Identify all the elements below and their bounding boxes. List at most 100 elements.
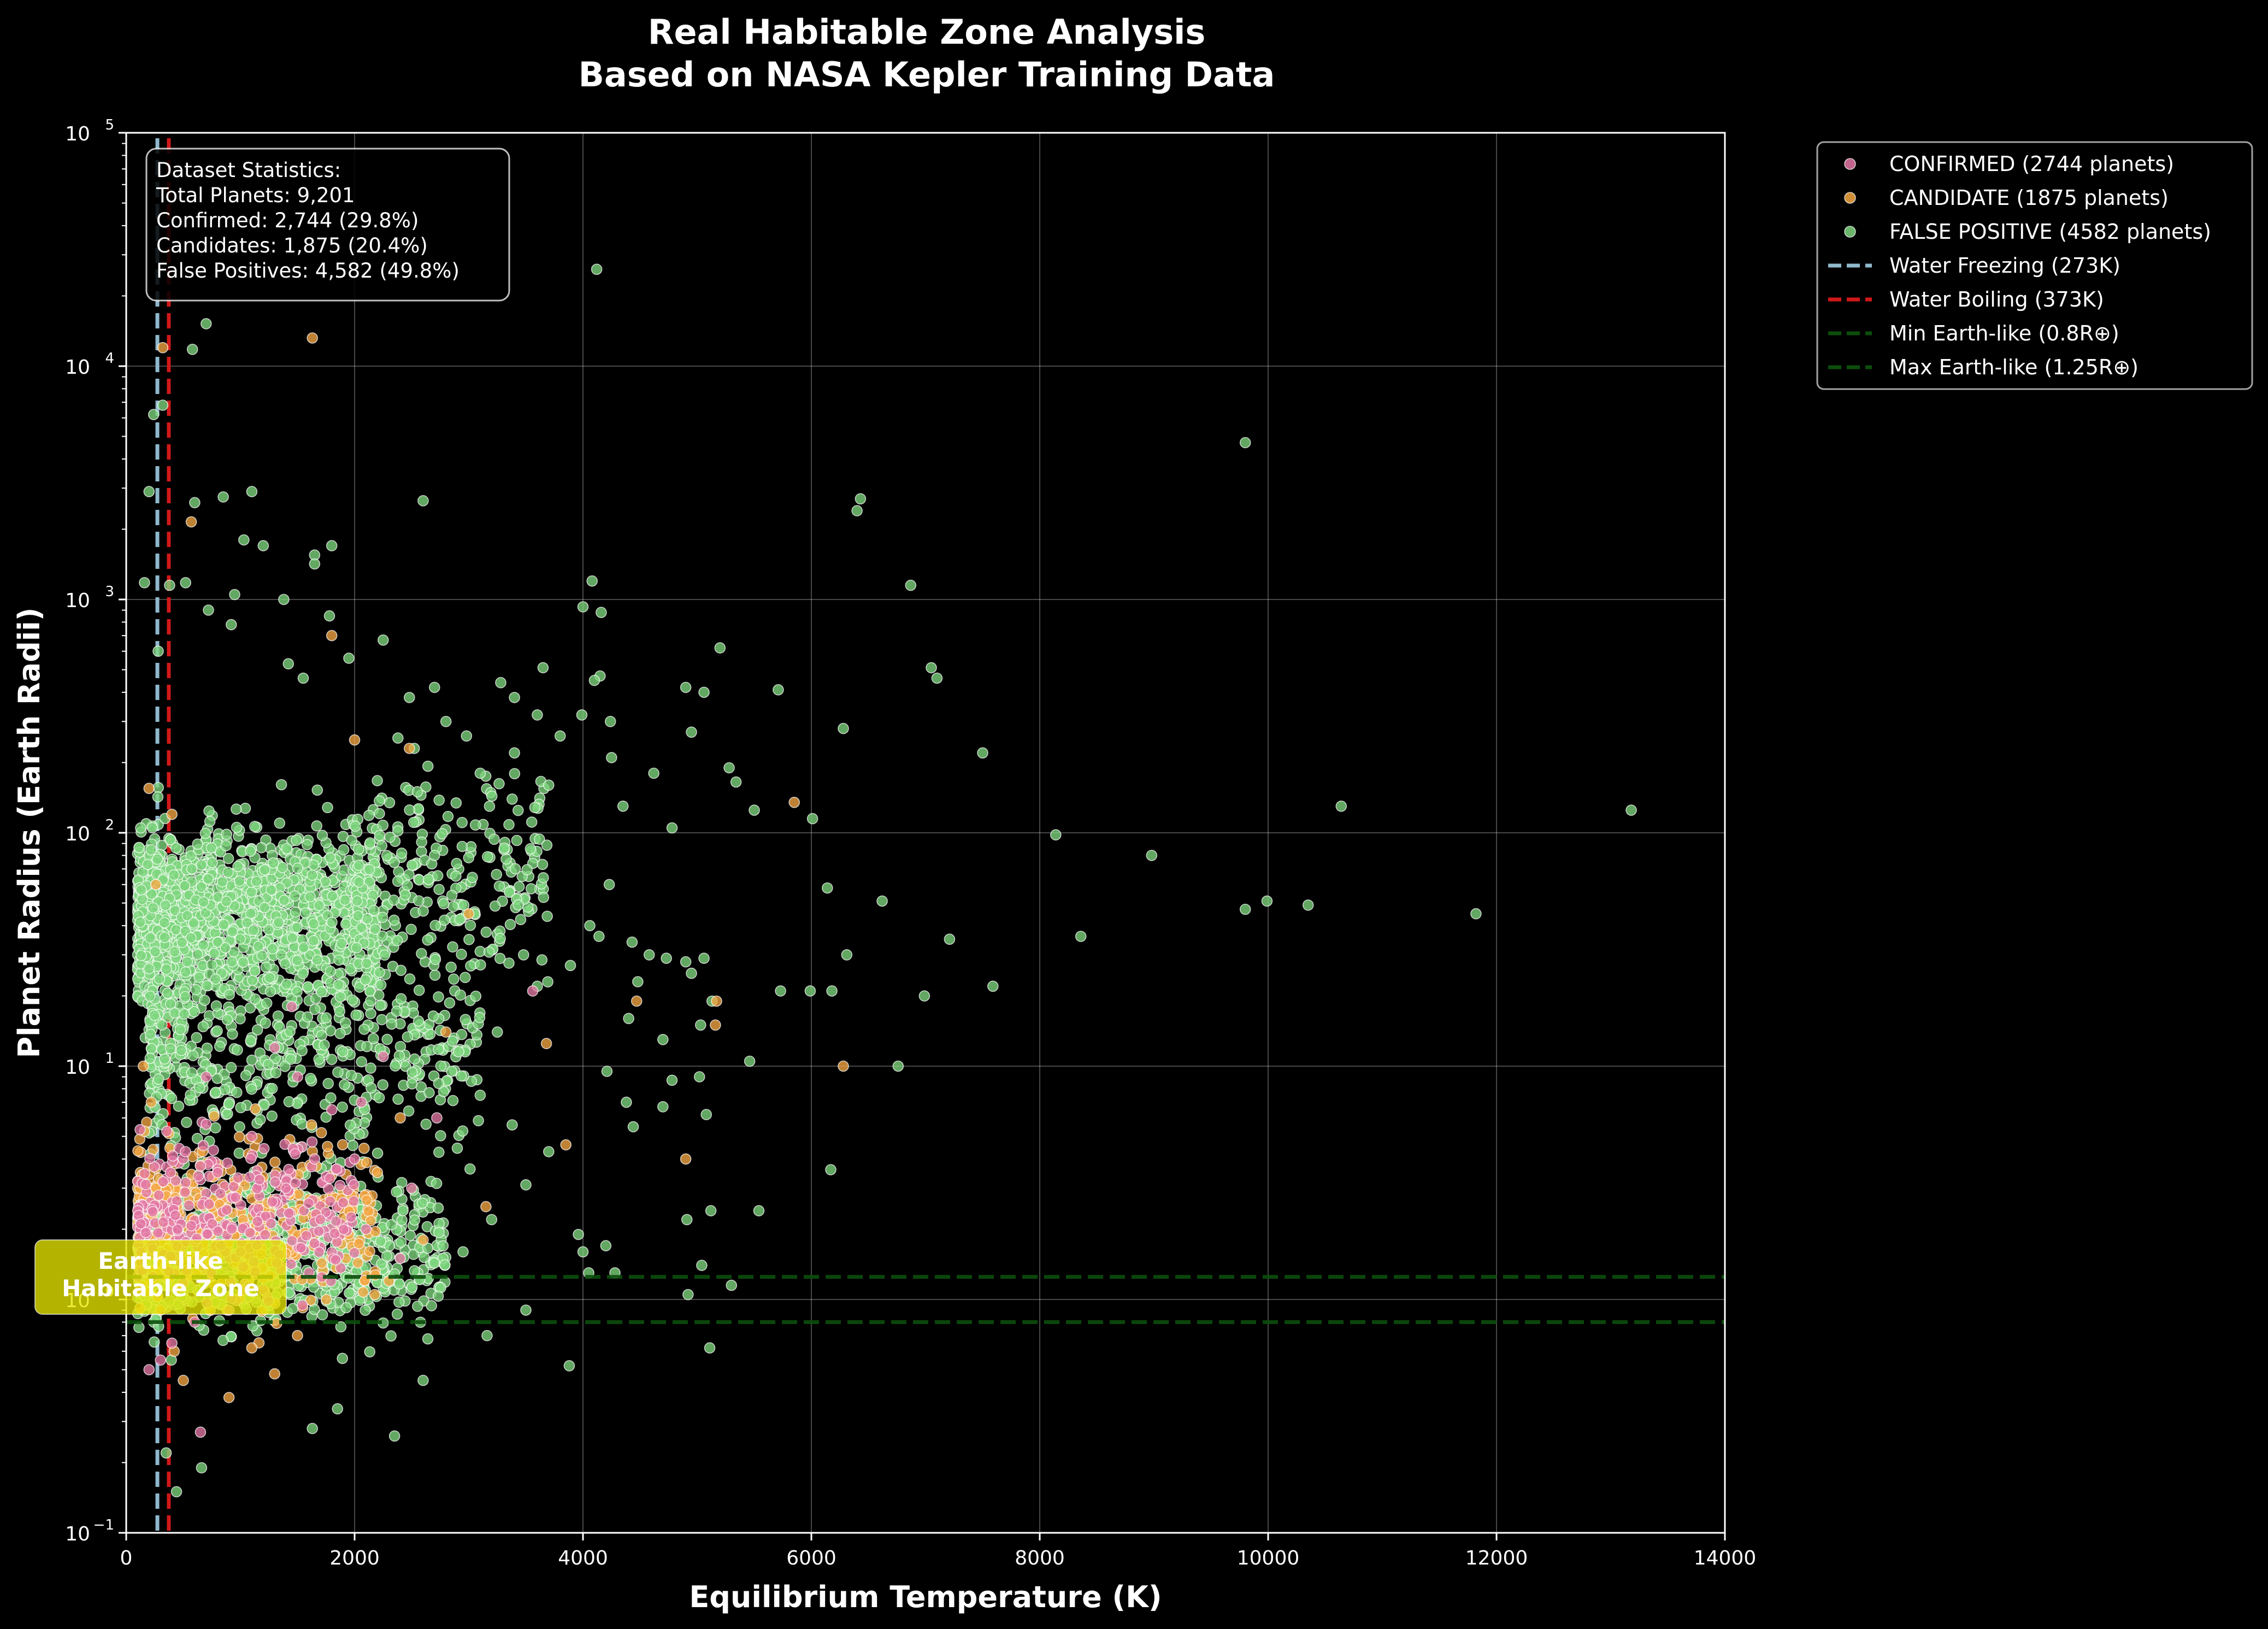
false-positive-point bbox=[538, 891, 550, 903]
confirmed-point bbox=[330, 1254, 341, 1266]
false-positive-point bbox=[338, 844, 350, 856]
false-positive-point bbox=[246, 1083, 258, 1095]
false-positive-point bbox=[512, 804, 524, 816]
false-positive-point bbox=[529, 802, 541, 813]
false-positive-point bbox=[259, 864, 270, 876]
habitable-zone-annotation: Earth-like Habitable Zone bbox=[34, 1239, 287, 1315]
false-positive-point bbox=[316, 1030, 328, 1042]
false-positive-point bbox=[202, 873, 214, 885]
false-positive-point bbox=[433, 1146, 445, 1158]
false-positive-point bbox=[474, 1090, 486, 1101]
false-positive-point bbox=[432, 1290, 444, 1302]
confirmed-point bbox=[394, 1252, 406, 1265]
false-positive-point bbox=[405, 924, 417, 935]
false-positive-point bbox=[433, 884, 445, 895]
false-positive-point bbox=[186, 343, 198, 355]
false-positive-point bbox=[657, 1101, 669, 1113]
false-positive-point bbox=[451, 1142, 463, 1154]
confirmed-point bbox=[309, 1153, 321, 1165]
false-positive-point bbox=[455, 989, 467, 1001]
candidate-point bbox=[166, 808, 178, 820]
false-positive-point bbox=[444, 997, 456, 1009]
false-positive-point bbox=[445, 961, 457, 973]
false-positive-point bbox=[279, 958, 291, 969]
false-positive-point bbox=[429, 920, 441, 931]
false-positive-point bbox=[197, 939, 209, 951]
false-positive-point bbox=[245, 908, 257, 919]
false-positive-point bbox=[135, 884, 147, 896]
false-positive-point bbox=[170, 924, 182, 936]
false-positive-point bbox=[327, 890, 338, 902]
false-positive-point bbox=[435, 1130, 446, 1142]
false-positive-point bbox=[463, 852, 475, 863]
false-positive-point bbox=[465, 960, 476, 972]
false-positive-point bbox=[460, 1014, 472, 1025]
false-positive-point bbox=[193, 1082, 205, 1093]
y-tick-exponent-6: 5 bbox=[105, 117, 114, 133]
y-tick-label-4: 10 bbox=[65, 590, 90, 612]
false-positive-point bbox=[577, 1246, 589, 1258]
candidate-point bbox=[250, 1103, 261, 1115]
confirmed-point bbox=[221, 1157, 233, 1169]
y-tick-label-2: 10 bbox=[65, 1056, 90, 1079]
false-positive-point bbox=[391, 1186, 402, 1198]
false-positive-point bbox=[396, 1214, 408, 1226]
false-positive-point bbox=[261, 997, 273, 1009]
x-tick-label-6: 12000 bbox=[1465, 1547, 1528, 1569]
candidate-point bbox=[463, 908, 475, 920]
confirmed-point bbox=[203, 1198, 215, 1210]
false-positive-point bbox=[325, 966, 337, 977]
false-positive-point bbox=[521, 864, 533, 875]
false-positive-point bbox=[429, 954, 441, 965]
false-positive-point bbox=[753, 1205, 765, 1216]
false-positive-point bbox=[225, 619, 237, 631]
false-positive-point bbox=[403, 1105, 415, 1117]
false-positive-point bbox=[352, 843, 364, 855]
false-positive-point bbox=[326, 540, 338, 551]
false-positive-point bbox=[705, 1205, 717, 1216]
false-positive-point bbox=[290, 906, 302, 918]
false-positive-point bbox=[391, 1308, 403, 1320]
false-positive-point bbox=[281, 843, 293, 855]
false-positive-point bbox=[388, 894, 399, 906]
false-positive-point bbox=[144, 932, 156, 944]
legend-marker-0 bbox=[1844, 158, 1856, 170]
false-positive-point bbox=[696, 1260, 708, 1271]
false-positive-point bbox=[226, 926, 238, 938]
false-positive-point bbox=[373, 795, 385, 807]
false-positive-point bbox=[693, 1071, 705, 1083]
confirmed-point bbox=[301, 1230, 312, 1242]
false-positive-point bbox=[417, 905, 429, 917]
false-positive-point bbox=[210, 1086, 222, 1098]
false-positive-point bbox=[349, 820, 361, 832]
false-positive-point bbox=[657, 1034, 669, 1045]
confirmed-point bbox=[280, 1183, 292, 1194]
false-positive-point bbox=[374, 830, 386, 842]
false-positive-point bbox=[404, 804, 415, 816]
confirmed-point bbox=[283, 1163, 294, 1175]
stats-line-confirmed: Confirmed: 2,744 (29.8%) bbox=[156, 209, 419, 232]
false-positive-point bbox=[700, 1109, 712, 1120]
false-positive-point bbox=[416, 1197, 428, 1209]
false-positive-point bbox=[364, 837, 376, 849]
false-positive-point bbox=[146, 888, 157, 900]
candidate-point bbox=[150, 879, 162, 890]
false-positive-point bbox=[855, 493, 867, 505]
confirmed-point bbox=[324, 1173, 335, 1184]
false-positive-point bbox=[564, 960, 576, 972]
false-positive-point bbox=[201, 980, 213, 992]
false-positive-point bbox=[234, 933, 246, 945]
stats-line-heading: Dataset Statistics: bbox=[156, 158, 341, 182]
candidate-point bbox=[361, 1157, 373, 1168]
confirmed-point bbox=[360, 1224, 372, 1235]
stats-line-false-positives: False Positives: 4,582 (49.8%) bbox=[156, 259, 460, 283]
false-positive-point bbox=[244, 1002, 256, 1014]
false-positive-point bbox=[332, 1403, 344, 1415]
candidate-point bbox=[326, 630, 338, 642]
false-positive-point bbox=[245, 886, 257, 898]
false-positive-point bbox=[600, 1240, 612, 1251]
confirmed-point bbox=[244, 1227, 256, 1239]
false-positive-point bbox=[322, 1078, 334, 1090]
false-positive-point bbox=[361, 957, 373, 969]
false-positive-point bbox=[464, 1163, 476, 1175]
